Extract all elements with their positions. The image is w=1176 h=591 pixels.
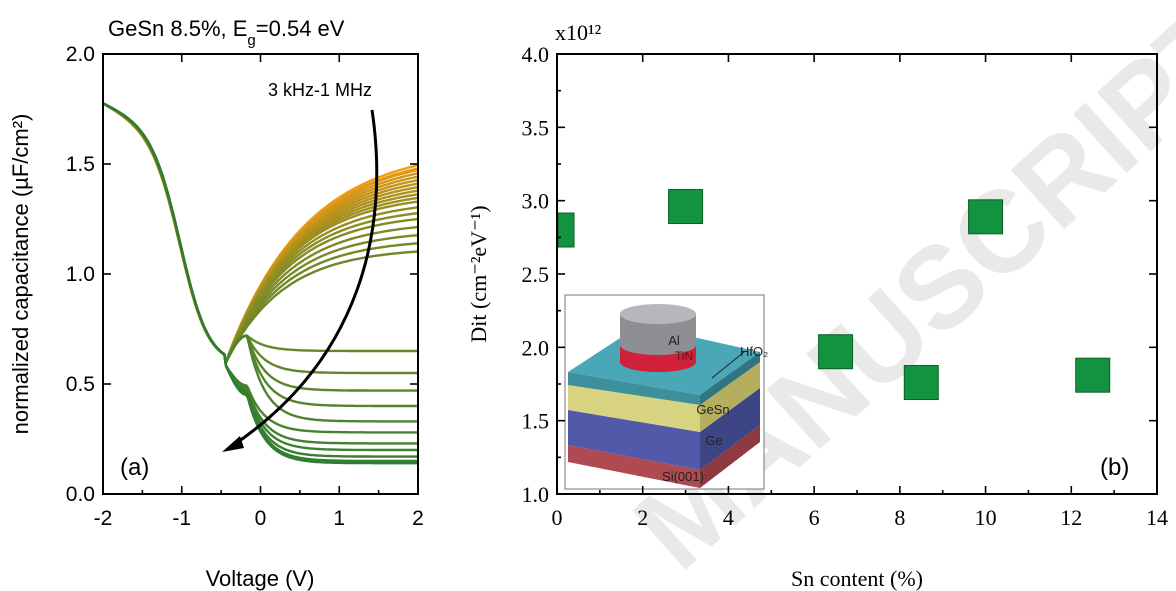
panel-a: -2 -1 0 1 2 0.0 0.5 1.0 1.5 2.0 GeSn 8.5%, Eg=0.5… xyxy=(8,16,424,591)
si-layer-front xyxy=(568,445,700,488)
gesn-layer-side xyxy=(700,362,760,432)
panel-a-xtick-label: 1 xyxy=(333,507,345,530)
panel-b-xtick-label: 12 xyxy=(1060,505,1082,530)
panel-a-ytick-label: 0.5 xyxy=(66,373,95,396)
cv-curve xyxy=(102,102,418,445)
panel-a-xtick-label: 0 xyxy=(255,507,267,530)
panel-b-points xyxy=(557,189,1111,401)
panel-b-ytick-label: 3.5 xyxy=(522,115,550,140)
ge-layer-front xyxy=(568,410,700,470)
frequency-annotation: 3 kHz-1 MHz xyxy=(268,80,372,100)
si-layer-side xyxy=(700,425,760,488)
hfo2-pointer xyxy=(711,351,745,379)
panel-a-xtick-label: -1 xyxy=(172,507,191,530)
al-contact-top xyxy=(620,304,696,324)
dit-data-point xyxy=(668,189,704,225)
inset-label-tin: TiN xyxy=(675,349,693,363)
frequency-arrow xyxy=(231,109,379,448)
panel-b-xtick-label: 4 xyxy=(723,505,734,530)
panel-a-ytick-label: 1.5 xyxy=(66,153,95,176)
ge-layer-side xyxy=(700,388,760,470)
gesn-layer-front xyxy=(568,385,700,432)
panel-b-ytick-label: 2.0 xyxy=(522,335,550,360)
panel-a-xlabel: Voltage (V) xyxy=(206,566,315,591)
panel-b-xlabel: Sn content (%) xyxy=(791,566,923,591)
dit-data-point xyxy=(557,212,575,248)
panel-b-xtick-label: 0 xyxy=(552,505,563,530)
panel-b-xtick-label: 10 xyxy=(975,505,997,530)
inset-label-al: Al xyxy=(668,333,680,348)
inset-label-si: Si(001) xyxy=(662,469,704,484)
panel-b-label: (b) xyxy=(1100,454,1129,481)
panel-b-ytick-label: 1.0 xyxy=(522,482,550,507)
panel-b: Al TiN HfO₂ GeSn Ge Si(001) 0 2 4 6 8 10 12 14 1… xyxy=(466,20,1168,591)
cv-curve xyxy=(102,102,418,452)
panel-a-ticks: -2 -1 0 1 2 0.0 0.5 1.0 1.5 2.0 xyxy=(66,43,424,530)
panel-a-ytick-label: 1.0 xyxy=(66,263,95,286)
dit-data-point xyxy=(1075,357,1111,393)
panel-b-ytick-label: 4.0 xyxy=(522,42,550,67)
hfo2-layer-side xyxy=(700,352,760,405)
panel-b-ytick-label: 3.0 xyxy=(522,189,550,214)
inset-device-schematic: Al TiN HfO₂ GeSn Ge Si(001) xyxy=(564,294,768,490)
panel-b-xtick-label: 14 xyxy=(1146,505,1168,530)
panel-a-ytick-label: 2.0 xyxy=(66,43,95,66)
al-contact-side xyxy=(620,314,696,355)
panel-a-xtick-label: 2 xyxy=(412,507,424,530)
inset-label-hfo2: HfO₂ xyxy=(740,344,768,359)
panel-a-curves xyxy=(102,102,419,465)
panel-b-ticks: 0 2 4 6 8 10 12 14 1.0 1.5 2.0 2.5 3.0 3.5 4.0 xyxy=(522,42,1169,530)
panel-b-ylabel: Dit (cm⁻²eV⁻¹) xyxy=(466,205,491,342)
panel-a-ylabel: normalized capacitance (µF/cm²) xyxy=(8,114,33,435)
arrow-head-icon xyxy=(222,436,244,452)
cv-curve xyxy=(102,102,418,465)
panel-b-xtick-label: 6 xyxy=(809,505,820,530)
panel-b-xtick-label: 2 xyxy=(637,505,648,530)
panel-b-multiplier: x10¹² xyxy=(555,20,602,45)
dit-data-point xyxy=(903,365,939,401)
panel-b-xtick-label: 8 xyxy=(894,505,905,530)
panel-a-ytick-label: 0.0 xyxy=(66,483,95,506)
panel-a-label: (a) xyxy=(120,454,149,481)
panel-a-xtick-label: -2 xyxy=(94,507,113,530)
inset-label-ge: Ge xyxy=(705,433,722,448)
cv-curve xyxy=(102,102,418,458)
inset-label-gesn: GeSn xyxy=(696,402,729,417)
cv-curve xyxy=(102,102,418,463)
dit-data-point xyxy=(818,334,854,370)
hfo2-layer-front xyxy=(568,372,700,405)
panel-b-ytick-label: 2.5 xyxy=(522,262,550,287)
dit-data-point xyxy=(968,199,1004,235)
panel-b-ytick-label: 1.5 xyxy=(522,409,550,434)
panel-a-title: GeSn 8.5%, Eg=0.54 eV xyxy=(108,16,345,49)
